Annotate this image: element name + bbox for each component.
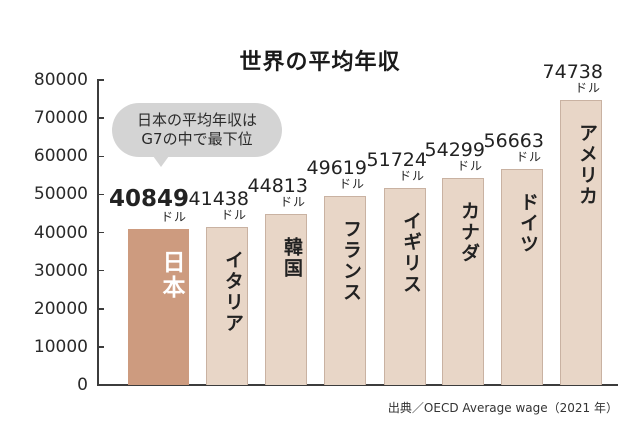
y-tick	[97, 193, 104, 196]
y-tick	[97, 308, 104, 310]
bar: カナダ	[442, 177, 484, 385]
bar-category-label: アメリカ	[576, 123, 598, 208]
y-tick	[97, 231, 104, 234]
bar-category-label: イギリス	[400, 210, 422, 295]
annotation-line-2: G7の中で最下位	[141, 130, 253, 148]
y-tick	[97, 269, 104, 272]
bar-category-label: 日本	[158, 250, 184, 301]
bar-category-label: フランス	[340, 218, 362, 303]
y-tick-label: 10000	[33, 336, 88, 357]
y-tick-label: 40000	[33, 222, 88, 243]
y-tick	[97, 79, 104, 81]
y-tick-label: 0	[77, 375, 88, 395]
y-tick-label: 60000	[33, 146, 88, 167]
bar-category-label: カナダ	[458, 200, 480, 264]
y-tick-label: 70000	[33, 108, 88, 129]
y-tick	[97, 384, 104, 386]
bar-value-label: 40849 ドル	[108, 186, 189, 225]
y-tick-label: 30000	[33, 260, 88, 281]
bar-category-label: 韓国	[281, 237, 303, 280]
bar: アメリカ	[560, 100, 602, 385]
y-tick-label: 50000	[33, 184, 88, 205]
bar-value-label: 49619 ドル	[306, 156, 367, 191]
bar-value-label: 54299 ドル	[424, 138, 485, 173]
bar-value-label: 44813 ドル	[247, 175, 308, 210]
annotation-bubble-tail	[153, 156, 169, 167]
bar: 日本	[128, 229, 189, 385]
annotation-line-1: 日本の平均年収は	[136, 111, 257, 129]
bar: フランス	[324, 195, 366, 385]
bar-category-label: ドイツ	[517, 191, 539, 255]
bar-value-label: 51724 ドル	[366, 148, 427, 183]
bar-category-label: イタリア	[222, 250, 244, 335]
chart-title: 世界の平均年収	[239, 50, 401, 75]
y-tick-label: 80000	[33, 70, 88, 90]
bar: イギリス	[384, 187, 426, 385]
bar: ドイツ	[501, 168, 543, 385]
bar: イタリア	[206, 227, 248, 385]
bar: 韓国	[265, 214, 307, 385]
annotation-bubble: 日本の平均年収は G7の中で最下位	[112, 103, 282, 157]
y-tick	[97, 117, 104, 119]
bar-value-label: 56663 ドル	[483, 129, 544, 164]
bar-value-label: 41438 ドル	[188, 188, 249, 223]
y-tick-label: 20000	[33, 298, 88, 319]
source-note: 出典／OECD Average wage（2021 年）	[387, 401, 618, 415]
y-tick	[97, 346, 104, 348]
bar-value-label: 74738 ドル	[542, 61, 603, 96]
y-tick	[97, 155, 104, 157]
